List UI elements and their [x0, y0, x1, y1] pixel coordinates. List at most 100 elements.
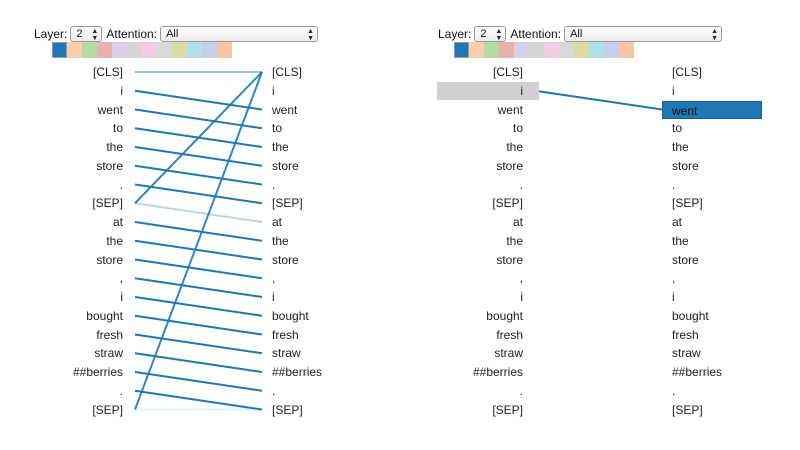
- right-token[interactable]: the: [672, 233, 689, 248]
- head-swatch[interactable]: [142, 42, 157, 58]
- right-token[interactable]: fresh: [272, 327, 299, 342]
- attention-select[interactable]: All ▲ ▼: [160, 26, 319, 42]
- right-token[interactable]: fresh: [672, 327, 699, 342]
- left-token[interactable]: straw: [94, 346, 123, 361]
- left-token[interactable]: at: [112, 215, 123, 229]
- right-token[interactable]: to: [272, 121, 283, 136]
- left-token[interactable]: [CLS]: [92, 65, 123, 79]
- right-token[interactable]: bought: [272, 308, 309, 323]
- left-token[interactable]: to: [512, 121, 523, 136]
- left-token[interactable]: .: [119, 177, 123, 192]
- left-token[interactable]: [SEP]: [492, 402, 523, 417]
- left-token[interactable]: [CLS]: [492, 65, 523, 79]
- left-token[interactable]: fresh: [496, 327, 523, 342]
- head-swatch[interactable]: [82, 42, 97, 58]
- right-token[interactable]: i: [672, 83, 675, 98]
- left-token[interactable]: the: [506, 233, 523, 248]
- attention-select[interactable]: All ▲ ▼: [564, 26, 723, 42]
- right-token[interactable]: i: [272, 290, 275, 304]
- left-token[interactable]: went: [97, 102, 123, 117]
- right-token[interactable]: at: [272, 215, 283, 229]
- left-token[interactable]: straw: [494, 346, 523, 361]
- head-swatch[interactable]: [187, 42, 202, 58]
- head-swatch[interactable]: [574, 42, 589, 58]
- head-swatch[interactable]: [469, 42, 484, 58]
- left-token[interactable]: store: [96, 252, 123, 267]
- left-token[interactable]: i: [520, 290, 523, 304]
- left-token[interactable]: [SEP]: [92, 402, 123, 417]
- left-token[interactable]: at: [512, 215, 523, 229]
- right-token[interactable]: the: [272, 140, 289, 154]
- left-token[interactable]: to: [112, 121, 123, 136]
- right-token[interactable]: straw: [272, 346, 301, 361]
- right-token[interactable]: [SEP]: [672, 196, 703, 211]
- right-token[interactable]: .: [272, 383, 276, 398]
- head-swatch[interactable]: [529, 42, 544, 58]
- right-token[interactable]: ##berries: [672, 365, 723, 379]
- right-token[interactable]: [SEP]: [272, 402, 303, 417]
- right-token[interactable]: bought: [672, 308, 709, 323]
- left-token[interactable]: bought: [86, 308, 123, 323]
- left-token[interactable]: the: [506, 140, 523, 154]
- right-token[interactable]: the: [672, 140, 689, 154]
- right-token[interactable]: i: [672, 290, 675, 304]
- left-token[interactable]: store: [96, 158, 123, 173]
- left-token[interactable]: i: [437, 81, 539, 100]
- layer-select[interactable]: 2 ▲ ▼: [70, 26, 103, 42]
- head-swatch[interactable]: [202, 42, 217, 58]
- head-swatch[interactable]: [172, 42, 187, 58]
- head-swatch[interactable]: [157, 42, 172, 58]
- head-swatch[interactable]: [67, 42, 82, 58]
- right-token[interactable]: the: [272, 233, 289, 248]
- head-swatch[interactable]: [559, 42, 574, 58]
- right-token[interactable]: went: [662, 100, 762, 119]
- head-swatch[interactable]: [52, 42, 67, 58]
- right-token[interactable]: store: [272, 158, 299, 173]
- left-token[interactable]: store: [496, 158, 523, 173]
- layer-select[interactable]: 2 ▲ ▼: [474, 26, 507, 42]
- head-swatch[interactable]: [619, 42, 634, 58]
- head-swatch[interactable]: [604, 42, 619, 58]
- head-swatch[interactable]: [514, 42, 529, 58]
- right-token[interactable]: store: [272, 252, 299, 267]
- right-token[interactable]: i: [272, 83, 275, 98]
- left-token[interactable]: went: [497, 102, 523, 117]
- left-token[interactable]: the: [106, 140, 123, 154]
- head-swatch[interactable]: [499, 42, 514, 58]
- right-token[interactable]: .: [672, 177, 676, 192]
- right-token[interactable]: at: [672, 215, 683, 229]
- left-token[interactable]: .: [119, 383, 123, 398]
- head-swatch[interactable]: [454, 42, 469, 58]
- left-token[interactable]: .: [519, 383, 523, 398]
- left-token[interactable]: ##berries: [472, 365, 523, 379]
- left-token[interactable]: the: [106, 233, 123, 248]
- right-token[interactable]: .: [272, 177, 276, 192]
- left-token[interactable]: ,: [519, 271, 523, 286]
- right-token[interactable]: straw: [672, 346, 701, 361]
- right-token[interactable]: ,: [672, 271, 676, 286]
- left-token[interactable]: bought: [486, 308, 523, 323]
- head-swatch[interactable]: [544, 42, 559, 58]
- head-swatch[interactable]: [589, 42, 604, 58]
- right-token[interactable]: [CLS]: [672, 65, 703, 79]
- left-token[interactable]: fresh: [96, 327, 123, 342]
- left-token[interactable]: [SEP]: [92, 196, 123, 211]
- left-token[interactable]: ##berries: [72, 365, 123, 379]
- left-token[interactable]: .: [519, 177, 523, 192]
- right-token[interactable]: ,: [272, 271, 276, 286]
- left-token[interactable]: [SEP]: [492, 196, 523, 211]
- head-swatch[interactable]: [112, 42, 127, 58]
- head-swatch[interactable]: [97, 42, 112, 58]
- left-token[interactable]: i: [120, 290, 123, 304]
- right-token[interactable]: [SEP]: [672, 402, 703, 417]
- right-token[interactable]: to: [672, 121, 683, 136]
- left-token[interactable]: store: [496, 252, 523, 267]
- head-swatch[interactable]: [484, 42, 499, 58]
- right-token[interactable]: went: [272, 102, 298, 117]
- right-token[interactable]: [SEP]: [272, 196, 303, 211]
- right-token[interactable]: .: [672, 383, 676, 398]
- right-token[interactable]: store: [672, 252, 699, 267]
- head-swatch[interactable]: [217, 42, 232, 58]
- head-swatch[interactable]: [127, 42, 142, 58]
- right-token[interactable]: [CLS]: [272, 65, 303, 79]
